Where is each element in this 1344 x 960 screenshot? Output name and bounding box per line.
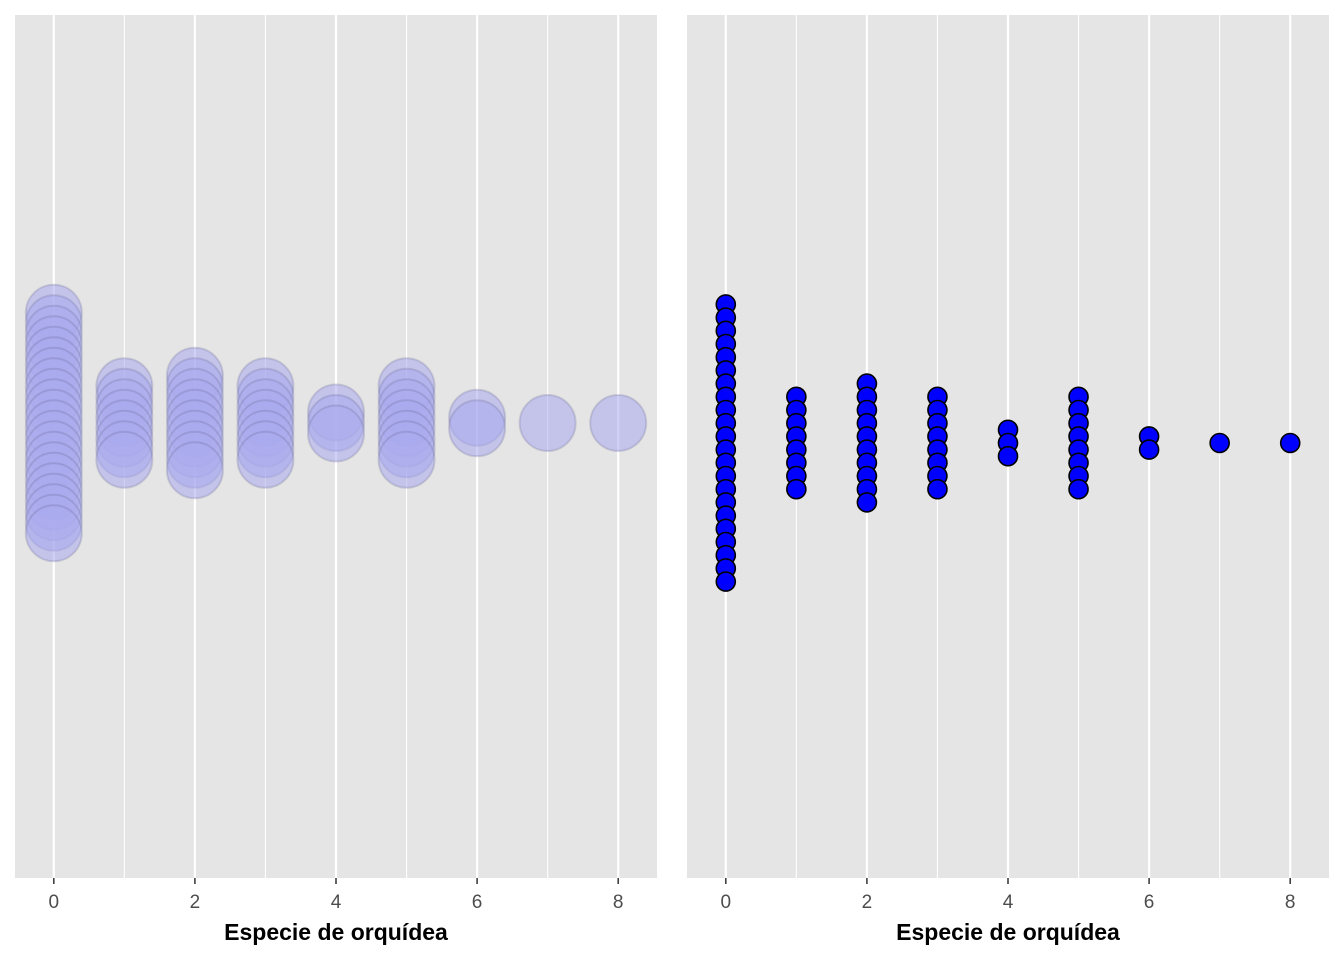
dot-point: [1138, 439, 1160, 460]
x-tick-label: 8: [613, 892, 624, 913]
x-axis-title: Especie de orquídea: [896, 919, 1120, 945]
x-tick-label: 0: [721, 892, 732, 913]
dot-point: [518, 394, 577, 452]
dot-point: [24, 504, 83, 563]
dot-point: [1209, 432, 1230, 454]
dot-point: [236, 430, 295, 489]
x-tick-label: 4: [1003, 892, 1014, 913]
dot-point: [1279, 432, 1301, 454]
x-tick-label: 2: [190, 892, 201, 913]
dot-point: [377, 430, 436, 489]
dot-point: [856, 492, 878, 513]
x-tick-label: 4: [331, 892, 342, 913]
x-tick-label: 8: [1285, 892, 1296, 913]
dot-point: [786, 478, 807, 500]
x-tick-label: 6: [1144, 892, 1155, 913]
dotplot-panel-translucent: 0 2 4 6 8 Especie de orquídea: [15, 15, 657, 945]
dot-point: [1068, 478, 1089, 500]
dot-point: [997, 445, 1019, 467]
x-tick-label: 0: [49, 892, 60, 913]
x-tick-label: 6: [472, 892, 483, 913]
dot-point: [307, 404, 365, 463]
dot-point: [715, 571, 737, 592]
dot-point: [165, 441, 224, 500]
x-axis-title: Especie de orquídea: [224, 919, 448, 945]
dot-point: [589, 394, 648, 452]
x-tick-label: 2: [862, 892, 873, 913]
dotplot-panel-opaque: 0 2 4 6 8 Especie de orquídea: [687, 15, 1329, 945]
dot-point: [95, 430, 154, 489]
dot-point: [927, 478, 948, 500]
dot-point: [448, 399, 507, 458]
